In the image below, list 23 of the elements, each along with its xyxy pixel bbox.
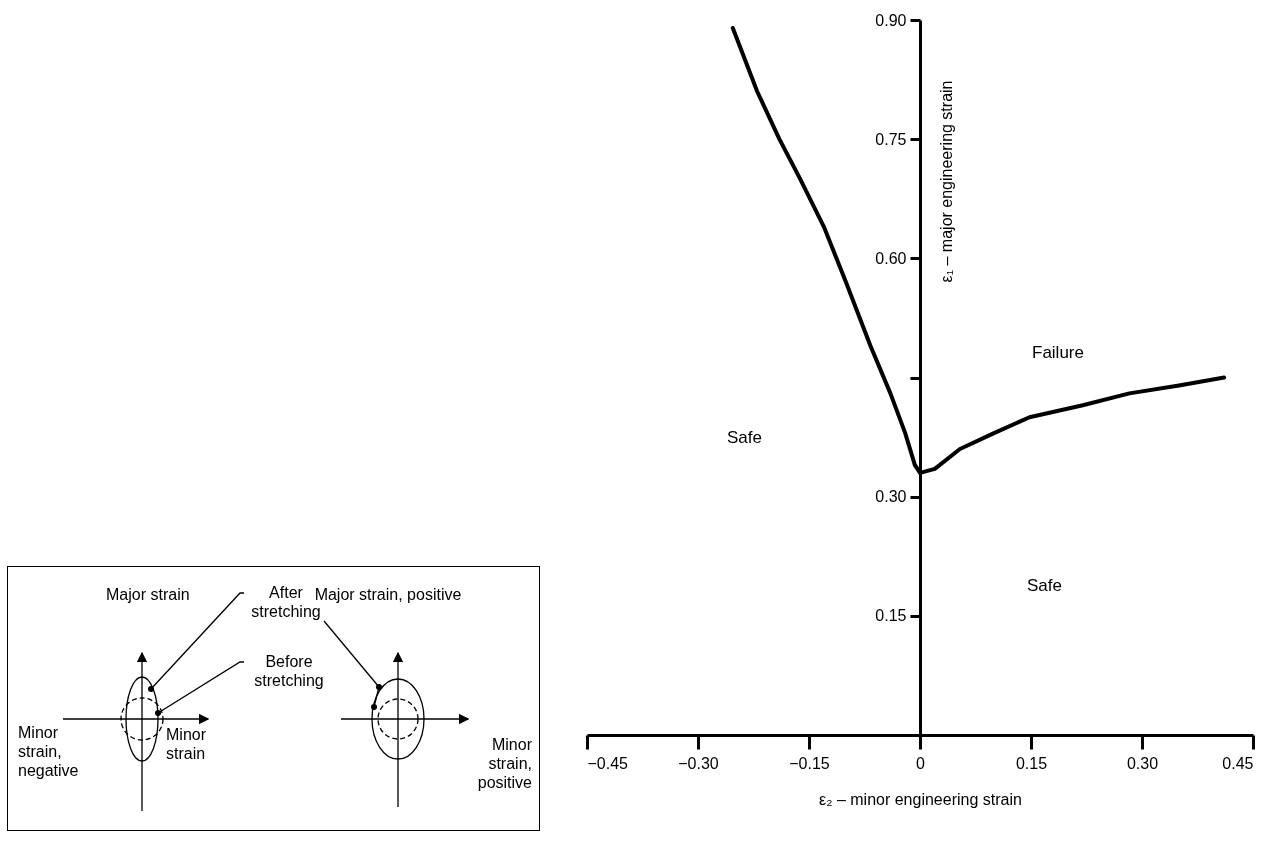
annotation: Safe xyxy=(727,428,762,448)
y-tick-label: 0.15 xyxy=(875,607,907,625)
x-tick-label: 0.15 xyxy=(1015,754,1048,772)
x-tick-label: 0 xyxy=(916,754,926,772)
x-axis-title: ε₂ – minor engineering strain xyxy=(819,790,1022,808)
text: Minor strain xyxy=(166,725,207,763)
annotation: Failure xyxy=(1032,343,1084,363)
text: Major strain, positive xyxy=(313,585,463,604)
annotation: Safe xyxy=(1027,576,1062,596)
y-tick-label: 0.90 xyxy=(875,11,907,29)
y-tick-label: 0.75 xyxy=(875,130,907,148)
x-tick-label: −0.45 xyxy=(587,754,629,772)
x-tick-label: −0.15 xyxy=(789,754,830,772)
y-axis-title: ε₁ – major engineering strain xyxy=(937,80,955,283)
y-tick-label: 0.60 xyxy=(875,249,907,267)
text: Before stretching xyxy=(253,652,325,690)
x-tick-label: 0.45 xyxy=(1222,754,1254,772)
y-tick-label: 0.30 xyxy=(875,488,907,506)
text: Minor strain, positive xyxy=(476,735,532,792)
x-tick-label: 0.30 xyxy=(1126,754,1159,772)
text: Minor strain, negative xyxy=(18,723,80,780)
text: Major strain xyxy=(106,585,191,604)
x-tick-label: −0.30 xyxy=(678,754,719,772)
